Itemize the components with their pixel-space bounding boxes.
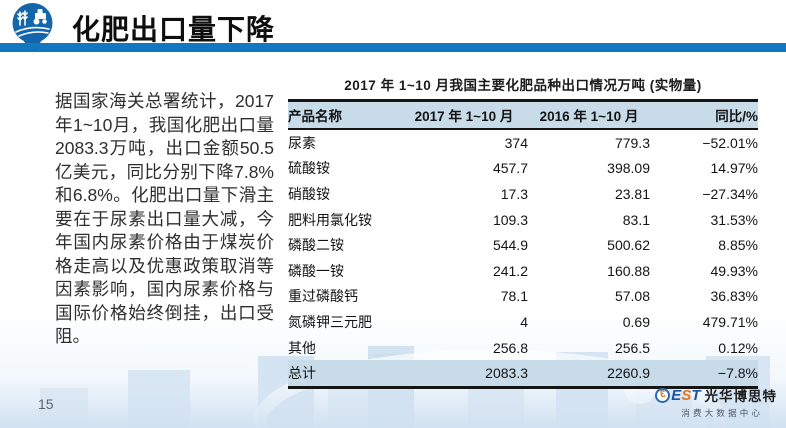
value-cell: 241.2 [492, 262, 528, 279]
product-name-cell: 氮磷钾三元肥 [288, 313, 372, 330]
value-cell: 8.85% [718, 237, 758, 254]
table-row: 氮磷钾三元肥 4 0.69 479.71% [288, 309, 758, 335]
value-cell: 256.8 [492, 339, 528, 356]
value-cell: 31.53% [710, 211, 758, 228]
table-body: 尿素 374 779.3 −52.01% 硫酸铵 457.7 398.09 14.97% 硝酸铵… [288, 129, 758, 388]
value-cell: 78.1 [500, 288, 528, 305]
value-cell: 256.5 [614, 339, 650, 356]
value-cell: 544.9 [492, 237, 528, 254]
summary-paragraph: 据国家海关总署统计，2017年1~10月，我国化肥出口量2083.3万吨，出口金… [55, 91, 274, 346]
fertilizer-export-table: 产品名称 2017 年 1~10 月 2016 年 1~10 月 同比/% 尿素… [288, 99, 758, 389]
value-cell: 398.09 [607, 160, 650, 177]
page-title: 化肥出口量下降 [72, 14, 276, 45]
brand-subtitle: 消费大数据中心 [681, 408, 764, 418]
value-cell: 160.88 [607, 262, 650, 279]
value-cell: 109.3 [492, 211, 528, 228]
product-name-cell: 总计 [288, 365, 316, 382]
value-cell: −7.8% [717, 365, 758, 382]
value-cell: 779.3 [614, 134, 650, 151]
value-cell: 2083.3 [485, 365, 528, 382]
brand-logo: 3 EST 光华博思特 消费大数据中心 [655, 385, 777, 419]
value-cell: 23.81 [614, 185, 650, 202]
value-cell: −27.34% [702, 185, 758, 202]
brand-name-chinese: 光华博思特 [704, 389, 777, 404]
table-header-row: 产品名称 2017 年 1~10 月 2016 年 1~10 月 同比/% [288, 100, 758, 129]
table-row: 磷酸二铵 544.9 500.62 8.85% [288, 232, 758, 258]
value-cell: 457.7 [492, 160, 528, 177]
value-cell: 36.83% [710, 288, 758, 305]
value-cell: 479.71% [702, 313, 758, 330]
value-cell: 374 [504, 134, 528, 151]
table-row: 硫酸铵 457.7 398.09 14.97% [288, 156, 758, 182]
best-wordmark: EST [671, 386, 701, 404]
value-cell: 57.08 [614, 288, 650, 305]
value-cell: 500.62 [607, 237, 650, 254]
product-name-cell: 其他 [288, 339, 316, 356]
table-row: 磷酸一铵 241.2 160.88 49.93% [288, 258, 758, 284]
best-circle-icon: 3 [655, 387, 671, 403]
product-name-cell: 肥料用氯化铵 [288, 211, 372, 228]
value-cell: 0.69 [622, 313, 650, 330]
table-row: 肥料用氯化铵 109.3 83.1 31.53% [288, 207, 758, 233]
product-name-cell: 磷酸二铵 [288, 237, 344, 254]
value-cell: 2260.9 [607, 365, 650, 382]
table-row: 其他 256.8 256.5 0.12% [288, 335, 758, 361]
value-cell: 49.93% [710, 262, 758, 279]
value-cell: 17.3 [500, 185, 528, 202]
value-cell: 0.12% [718, 339, 758, 356]
header-yoy: 同比/% [715, 109, 758, 124]
header-2017: 2017 年 1~10 月 [414, 109, 514, 124]
value-cell: 14.97% [710, 160, 758, 177]
product-name-cell: 尿素 [288, 134, 316, 151]
table-row: 重过磷酸钙 78.1 57.08 36.83% [288, 284, 758, 310]
header-2016: 2016 年 1~10 月 [539, 109, 639, 124]
product-name-cell: 硝酸铵 [288, 185, 330, 202]
value-cell: −52.01% [702, 134, 758, 151]
page-number: 15 [38, 396, 54, 412]
header-product-name: 产品名称 [288, 109, 342, 124]
table-row: 硝酸铵 17.3 23.81 −27.34% [288, 181, 758, 207]
title-accent-bar [0, 43, 786, 52]
product-name-cell: 磷酸一铵 [288, 262, 344, 279]
product-name-cell: 硫酸铵 [288, 160, 330, 177]
table-total-row: 总计 2083.3 2260.9 −7.8% [288, 360, 758, 388]
value-cell: 83.1 [622, 211, 650, 228]
table-title: 2017 年 1~10 月我国主要化肥品种出口情况万吨 (实物量) [344, 78, 702, 93]
export-table-section: 2017 年 1~10 月我国主要化肥品种出口情况万吨 (实物量) 产品名称 2… [288, 74, 758, 389]
product-name-cell: 重过磷酸钙 [288, 288, 358, 305]
table-header: 产品名称 2017 年 1~10 月 2016 年 1~10 月 同比/% [288, 100, 758, 129]
table-row: 尿素 374 779.3 −52.01% [288, 129, 758, 156]
value-cell: 4 [520, 313, 528, 330]
